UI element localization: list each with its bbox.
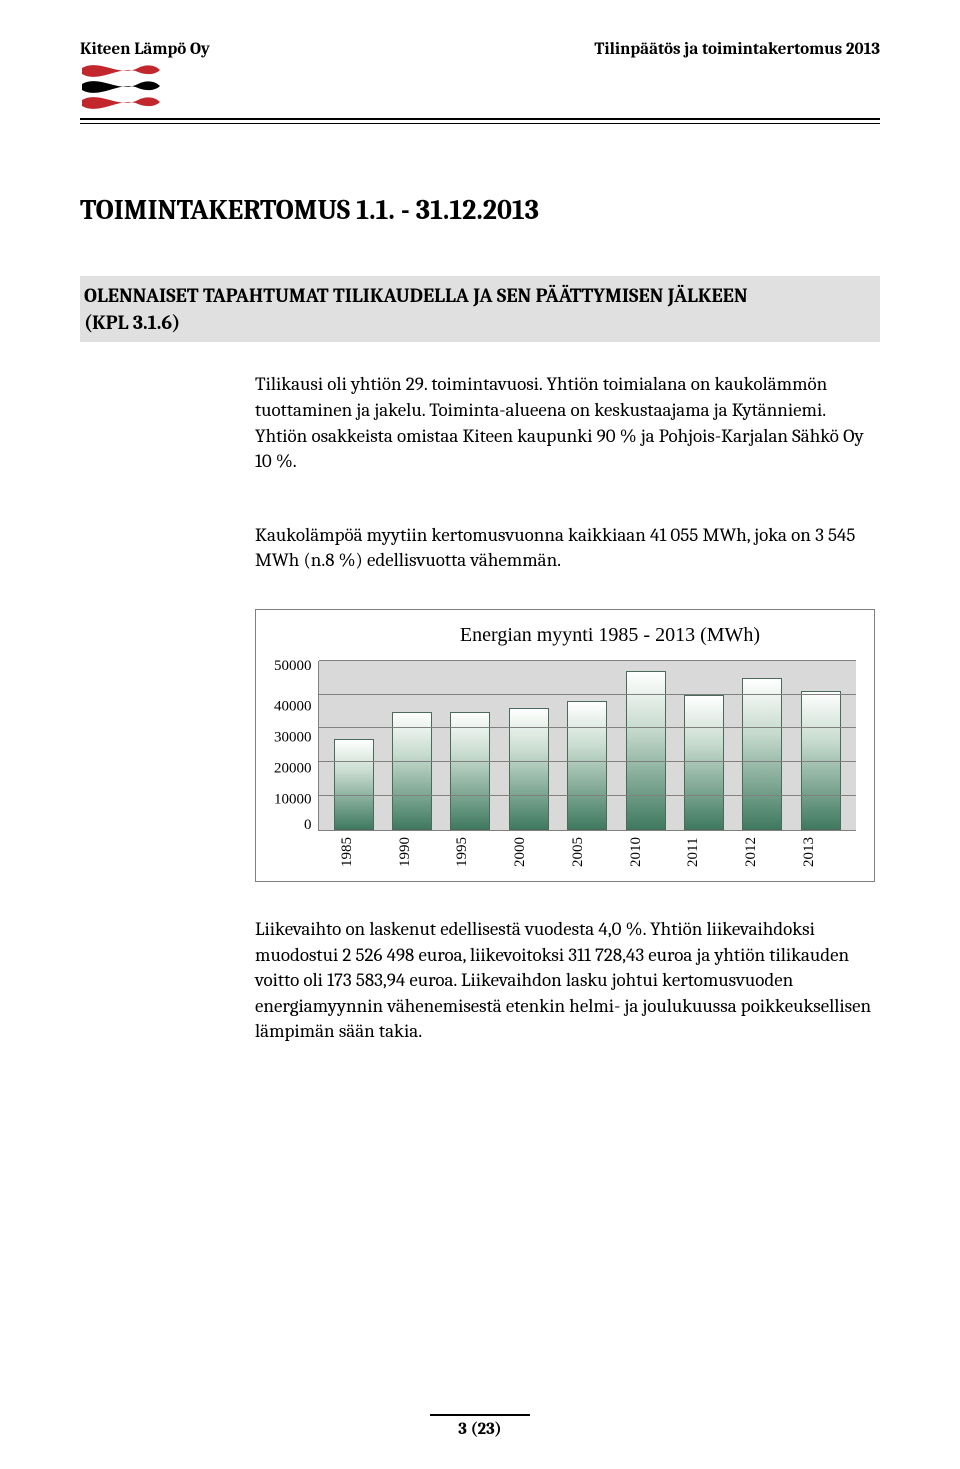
header-rule-thick (80, 118, 880, 120)
chart-y-axis: 50000 40000 30000 20000 10000 0 (274, 661, 318, 831)
chart-body: 50000 40000 30000 20000 10000 0 (274, 661, 856, 831)
document-title: Tilinpäätös ja toimintakertomus 2013 (594, 40, 880, 59)
chart-bar (334, 739, 374, 830)
section-heading-line2: (KPL 3.1.6) (84, 309, 876, 336)
y-tick-label: 50000 (274, 659, 312, 674)
x-tick-label: 1985 (339, 837, 379, 867)
body-text-2: Liikevaihto on laskenut edellisestä vuod… (255, 917, 875, 1045)
x-tick-label: 1995 (454, 837, 494, 867)
gridline (319, 795, 857, 796)
x-tick-label: 2010 (628, 837, 668, 867)
x-tick-label: 2000 (512, 837, 552, 867)
chart-plot-area (318, 661, 857, 831)
chart-bar (392, 712, 432, 830)
chart-title: Energian myynti 1985 - 2013 (MWh) (364, 624, 856, 647)
main-title: TOIMINTAKERTOMUS 1.1. - 31.12.2013 (80, 194, 880, 226)
paragraph-1: Tilikausi oli yhtiön 29. toimintavuosi. … (255, 372, 875, 475)
x-tick-label: 2012 (743, 837, 783, 867)
page-footer: 3 (23) (0, 1414, 960, 1439)
gridline (319, 660, 857, 661)
footer-rule (430, 1414, 530, 1416)
gridline (319, 761, 857, 762)
y-tick-label: 0 (304, 818, 312, 833)
paragraph-3: Liikevaihto on laskenut edellisestä vuod… (255, 917, 875, 1045)
y-tick-label: 30000 (274, 730, 312, 745)
y-tick-label: 10000 (274, 792, 312, 807)
y-tick-label: 40000 (274, 699, 312, 714)
x-tick-label: 2011 (685, 837, 725, 867)
page: Kiteen Lämpö Oy Tilinpäätös ja toimintak… (0, 0, 960, 1469)
x-tick-label: 1990 (397, 837, 437, 867)
chart-x-axis: 1985 1990 1995 2000 2005 2010 2011 2012 2013 (324, 837, 856, 867)
chart-bars (319, 661, 857, 830)
chart-bar (684, 695, 724, 830)
section-heading-line1: OLENNAISET TAPAHTUMAT TILIKAUDELLA JA SE… (84, 282, 876, 309)
body-text: Tilikausi oli yhtiön 29. toimintavuosi. … (255, 372, 875, 573)
company-logo-icon (80, 62, 162, 110)
chart-bar (626, 671, 666, 830)
chart-container: Energian myynti 1985 - 2013 (MWh) 50000 4… (255, 609, 875, 882)
gridline (319, 727, 857, 728)
chart-bar (567, 701, 607, 829)
section-heading-block: OLENNAISET TAPAHTUMAT TILIKAUDELLA JA SE… (80, 276, 880, 342)
header-rule-thin (80, 123, 880, 124)
page-number: 3 (23) (458, 1420, 502, 1439)
page-header: Kiteen Lämpö Oy Tilinpäätös ja toimintak… (80, 40, 880, 110)
x-tick-label: 2013 (801, 837, 841, 867)
paragraph-2: Kaukolämpöä myytiin kertomusvuonna kaikk… (255, 523, 875, 574)
chart-frame: Energian myynti 1985 - 2013 (MWh) 50000 4… (255, 609, 875, 882)
company-name: Kiteen Lämpö Oy (80, 40, 210, 60)
chart-bar (450, 712, 490, 830)
gridline (319, 694, 857, 695)
chart-bar (742, 678, 782, 830)
y-tick-label: 20000 (274, 761, 312, 776)
chart-bar (509, 708, 549, 830)
header-left: Kiteen Lämpö Oy (80, 40, 210, 110)
x-tick-label: 2005 (570, 837, 610, 867)
